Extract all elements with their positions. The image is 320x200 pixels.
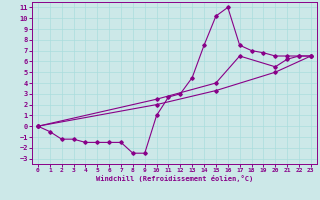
X-axis label: Windchill (Refroidissement éolien,°C): Windchill (Refroidissement éolien,°C) xyxy=(96,175,253,182)
